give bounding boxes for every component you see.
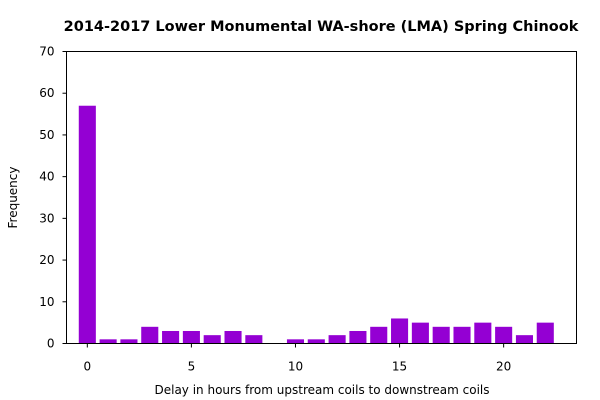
bar-x-0: [78, 105, 96, 344]
y-tick-label: 50: [39, 128, 54, 142]
bar-x-8: [245, 335, 263, 344]
bar-x-19: [474, 322, 492, 344]
bar-x-20: [495, 326, 513, 344]
bar-x-3: [141, 326, 159, 344]
bar-x-10: [286, 339, 305, 344]
bar-x-6: [203, 335, 221, 344]
y-tick-label: 10: [39, 295, 54, 309]
bar-x-12: [328, 335, 346, 344]
y-tick-label: 40: [39, 170, 54, 184]
x-tick-label: 20: [496, 360, 511, 374]
bar-x-15: [391, 318, 409, 344]
bar-x-11: [307, 339, 325, 344]
x-tick-label: 15: [392, 360, 407, 374]
x-tick-label: 0: [83, 360, 91, 374]
bar-x-21: [515, 335, 533, 344]
bar-x-22: [536, 322, 554, 344]
bar-x-16: [411, 322, 429, 344]
y-tick-label: 0: [47, 337, 55, 351]
y-tick-label: 60: [39, 86, 54, 100]
x-tick-label: 10: [288, 360, 303, 374]
bar-x-13: [349, 330, 367, 344]
bar-x-5: [182, 330, 200, 344]
bars-layer: [78, 105, 554, 344]
y-tick-label: 20: [39, 253, 54, 267]
x-axis-label: Delay in hours from upstream coils to do…: [154, 383, 489, 397]
bar-x-4: [162, 330, 180, 344]
bar-x-2: [120, 339, 138, 344]
y-tick-label: 70: [39, 45, 54, 59]
y-axis-label: Frequency: [6, 167, 20, 229]
plot-frame: [66, 51, 577, 344]
y-tick-label: 30: [39, 211, 54, 225]
chart-title: 2014-2017 Lower Monumental WA-shore (LMA…: [64, 19, 579, 35]
bar-x-18: [453, 326, 471, 344]
bar-x-14: [370, 326, 388, 344]
bar-x-7: [224, 330, 242, 344]
x-tick-label: 5: [188, 360, 196, 374]
bar-x-17: [432, 326, 450, 344]
bar-x-1: [99, 339, 117, 344]
ticks-layer: 0 10 20 30 40 50 60 70 0 5 10 15 20: [39, 45, 511, 374]
